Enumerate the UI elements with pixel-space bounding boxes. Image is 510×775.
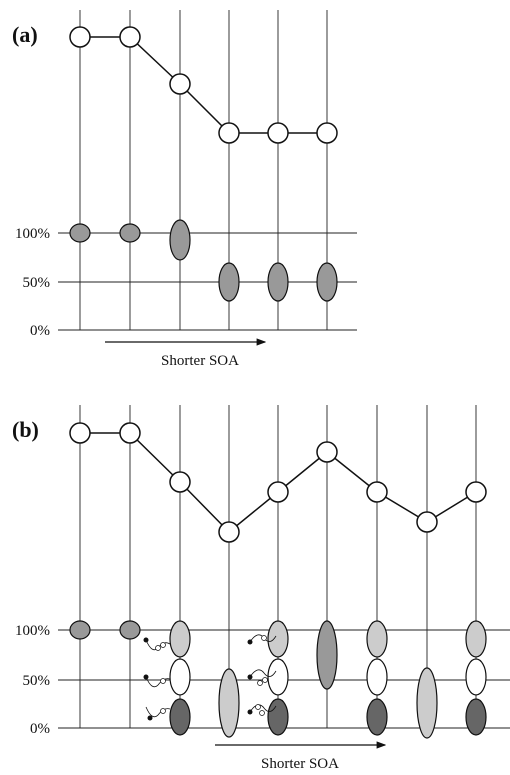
axis-label: 100% <box>15 623 50 639</box>
panel-label: (a) <box>12 22 38 47</box>
axis-label: 50% <box>23 275 51 291</box>
squiggles <box>144 635 277 721</box>
nodes <box>70 27 337 143</box>
arrow-label: Shorter SOA <box>161 353 239 369</box>
axis-label: 0% <box>30 721 50 737</box>
panel-b: (b) 100% 50% 0% Shorter SOA <box>12 405 510 772</box>
panel-a: (a) 100% 50% 0% Shorter SOA <box>12 10 357 369</box>
axis-label: 50% <box>23 673 51 689</box>
ellipses <box>70 621 486 738</box>
axis-label: 100% <box>15 226 50 242</box>
arrow-label: Shorter SOA <box>261 756 339 772</box>
ellipses <box>70 220 337 301</box>
panel-label: (b) <box>12 417 39 442</box>
axis-label: 0% <box>30 323 50 339</box>
connector <box>80 37 327 133</box>
figure: (a) 100% 50% 0% Shorter SOA (b) 100% 50%… <box>0 0 510 775</box>
horizontal-lines <box>58 233 357 330</box>
